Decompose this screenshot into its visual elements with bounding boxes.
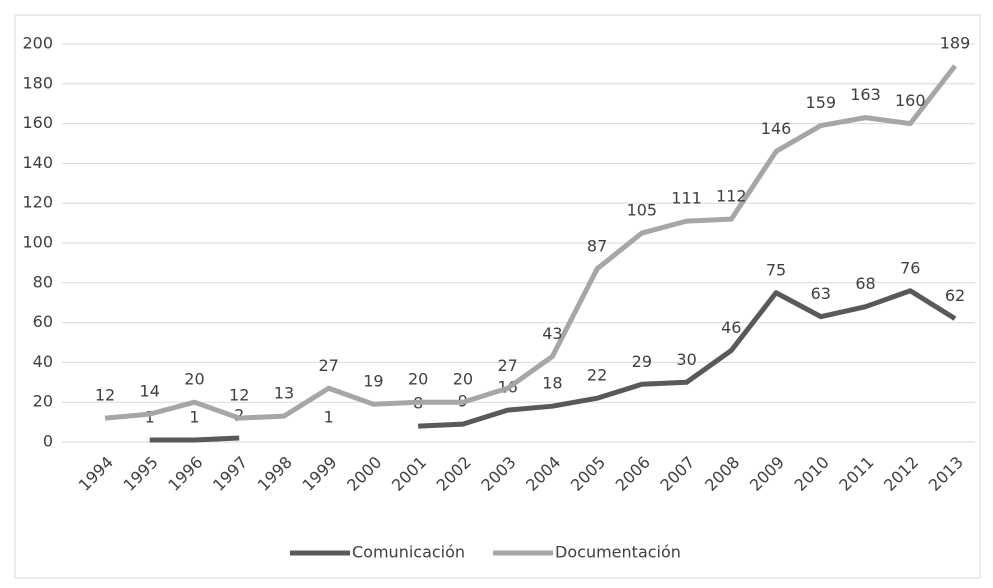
data-label: 1: [189, 408, 199, 427]
legend-label: Comunicación: [352, 543, 465, 562]
data-label: 18: [542, 374, 562, 393]
data-label: 2: [234, 406, 244, 425]
data-label: 46: [721, 318, 741, 337]
data-label: 27: [319, 356, 339, 375]
y-tick-label: 180: [22, 73, 53, 92]
data-label: 22: [587, 366, 607, 385]
data-label: 111: [671, 189, 702, 208]
y-tick-label: 200: [22, 34, 53, 53]
line: [104, 64, 957, 421]
y-tick-label: 0: [43, 432, 53, 451]
data-label: 63: [811, 284, 831, 303]
line: [149, 288, 957, 443]
data-label: 75: [766, 260, 786, 279]
data-label: 12: [95, 386, 115, 405]
data-label: 30: [676, 350, 696, 369]
data-label: 146: [761, 119, 792, 138]
data-label: 62: [945, 286, 965, 305]
data-label: 76: [900, 258, 920, 277]
data-label: 12: [229, 386, 249, 405]
data-label: 112: [716, 187, 747, 206]
data-label: 105: [627, 201, 658, 220]
y-tick-label: 80: [33, 272, 53, 291]
data-label: 13: [274, 384, 294, 403]
y-tick-label: 60: [33, 312, 53, 331]
y-tick-label: 160: [22, 113, 53, 132]
y-tick-label: 140: [22, 153, 53, 172]
y-tick-label: 40: [33, 352, 53, 371]
data-label: 19: [363, 372, 383, 391]
data-label: 20: [184, 370, 204, 389]
data-label: 189: [940, 33, 971, 52]
legend-label: Documentación: [555, 543, 681, 562]
y-tick-label: 100: [22, 233, 53, 252]
y-tick-label: 120: [22, 193, 53, 212]
data-label: 27: [497, 356, 517, 375]
data-label: 87: [587, 236, 607, 255]
data-label: 29: [632, 352, 652, 371]
data-label: 1: [324, 408, 334, 427]
y-tick-label: 20: [33, 392, 53, 411]
data-label: 160: [895, 91, 926, 110]
data-label: 14: [140, 382, 160, 401]
data-label: 163: [850, 85, 881, 104]
chart-border: [14, 14, 981, 579]
data-label: 159: [806, 93, 837, 112]
data-label: 20: [453, 370, 473, 389]
data-label: 68: [855, 274, 875, 293]
data-label: 20: [408, 370, 428, 389]
data-label: 43: [542, 324, 562, 343]
data-label: 1: [145, 408, 155, 427]
